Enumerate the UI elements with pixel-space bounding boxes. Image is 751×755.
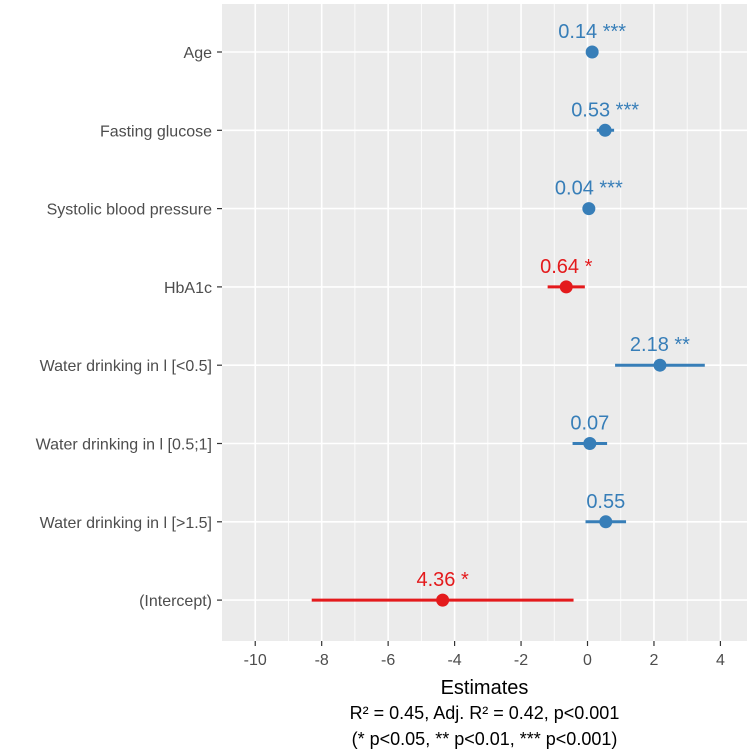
estimate-label: 0.04 *** (555, 178, 623, 200)
term-label: Water drinking in l [<0.5] (40, 358, 212, 375)
x-tick-label: -6 (381, 652, 395, 669)
x-axis: -10 -8 -6 -4 -2 0 2 4 (244, 641, 725, 669)
estimate-label: 0.53 *** (571, 99, 639, 121)
x-tick-label: -10 (244, 652, 267, 669)
estimate-point (599, 515, 613, 529)
estimate-label: 0.07 (570, 413, 609, 435)
term-label: Fasting glucose (100, 123, 212, 140)
plot-panel (222, 4, 747, 641)
estimate-point (583, 437, 597, 450)
term-label: Water drinking in l [0.5;1] (36, 437, 212, 454)
significance-legend-caption: (* p<0.05, ** p<0.01, *** p<0.001) (352, 729, 618, 749)
x-tick-label: -2 (514, 652, 528, 669)
estimate-point (582, 202, 596, 216)
estimate-point (559, 280, 573, 294)
term-label: HbA1c (164, 280, 212, 297)
estimate-point (653, 358, 667, 372)
grid-lines (222, 4, 747, 641)
estimate-point (436, 593, 450, 607)
estimate-point (598, 123, 612, 137)
estimate-label: 0.14 *** (558, 21, 626, 43)
model-fit-caption: R² = 0.45, Adj. R² = 0.42, p<0.001 (350, 703, 620, 723)
estimate-label: 0.55 (586, 491, 625, 513)
estimate-label: 2.18 ** (630, 334, 690, 356)
estimate-label: 4.36 * (417, 569, 469, 591)
estimate-point (585, 45, 599, 59)
term-label: Water drinking in l [>1.5] (40, 515, 212, 532)
estimate-label: 0.64 * (540, 256, 592, 278)
x-tick-label: 4 (716, 652, 725, 669)
term-label: Systolic blood pressure (47, 202, 213, 219)
estimate-marks: 0.14 *** 0.53 *** 0.04 *** 0.64 * 2.18 ** 0.0… (311, 21, 705, 607)
term-label: (Intercept) (139, 593, 212, 610)
x-tick-label: 0 (583, 652, 592, 669)
term-label: Age (184, 45, 213, 62)
y-axis-labels: Age Fasting glucose Systolic blood pressur… (36, 45, 222, 610)
x-tick-label: -4 (447, 652, 461, 669)
x-tick-label: -8 (315, 652, 329, 669)
x-axis-title: Estimates (441, 677, 529, 699)
x-tick-label: 2 (650, 652, 659, 669)
